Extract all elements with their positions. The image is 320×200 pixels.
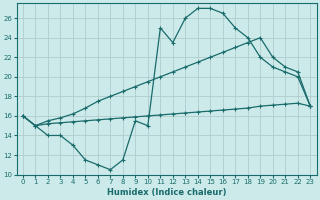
X-axis label: Humidex (Indice chaleur): Humidex (Indice chaleur) xyxy=(107,188,226,197)
